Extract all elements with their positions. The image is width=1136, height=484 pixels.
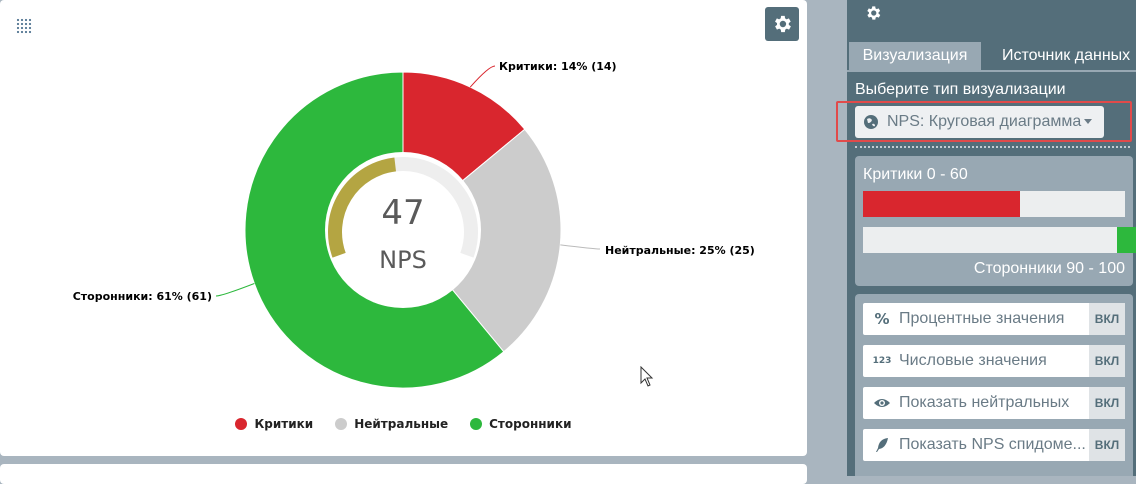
tab-underline [847,70,1136,72]
chart-legend: Критики Нейтральные Сторонники [0,415,807,433]
legend-dot-neutrals [335,418,348,430]
widget-settings-button[interactable] [765,7,799,41]
nps-widget-card: Критики: 14% (14) Нейтральные: 25% (25) Ст… [0,0,807,456]
toggle-label: Процентные значения [899,310,1065,327]
feather-icon [873,437,891,453]
chevron-down-icon [1084,119,1092,124]
gear-icon [775,15,791,33]
tab-visualization[interactable]: Визуализация [849,42,981,70]
panel-tabs: Визуализация Источник данных [847,42,1136,70]
label-leader-line [469,65,496,88]
legend-item-neutrals[interactable]: Нейтральные [335,415,448,433]
legend-label: Критики [254,417,314,431]
percent-icon: % [874,310,890,328]
panel-gutter [819,0,847,476]
legend-dot-critics [235,418,248,430]
drag-grip-icon[interactable] [16,18,32,34]
eye-icon [873,397,891,409]
critics-range-label: Критики 0 - 60 [863,166,968,183]
toggle-percent-values[interactable]: % Процентные значения ВКЛ [863,303,1125,335]
nps-score-value: 47 [381,193,424,233]
mouse-cursor-icon [640,366,654,387]
gear-icon[interactable] [864,4,882,22]
toggle-state[interactable]: ВКЛ [1089,345,1125,377]
slice-data-label: Сторонники: 61% (61) [73,290,212,303]
legend-dot-promoters [470,418,483,430]
critics-range-fill [863,191,1021,217]
critics-range-slider[interactable] [863,191,1125,217]
toggle-show-nps-speedometer[interactable]: Показать NPS спидоме... ВКЛ [863,429,1125,461]
legend-item-critics[interactable]: Критики [235,415,313,433]
toggle-label: Показать NPS спидоме... [899,436,1086,453]
nps-donut-chart: Критики: 14% (14) Нейтральные: 25% (25) Ст… [73,60,755,389]
promoters-range-fill [1116,227,1136,253]
promoters-range-slider[interactable] [863,227,1136,253]
label-leader-line [560,244,601,250]
legend-label: Сторонники [489,417,572,431]
donut-hole [325,152,481,308]
display-options: % Процентные значения ВКЛ 123 Числовые з… [855,294,1133,476]
settings-panel: Визуализация Источник данных Выберите ти… [836,0,1136,476]
nps-gauge-fill [328,157,397,258]
nps-score-label: NPS [379,246,427,274]
legend-label: Нейтральные [354,417,449,431]
globe-icon [864,115,878,129]
toggle-show-neutrals[interactable]: Показать нейтральных ВКЛ [863,387,1125,419]
slice-data-label: Критики: 14% (14) [499,60,617,73]
next-widget-card [0,464,807,484]
tab-data-source[interactable]: Источник данных [1002,47,1131,64]
toggle-state[interactable]: ВКЛ [1089,387,1125,419]
donut-slice[interactable] [402,128,562,353]
visualization-type-value: NPS: Круговая диаграмма [887,113,1082,130]
highlight-outline [836,101,1132,142]
toggle-state[interactable]: ВКЛ [1089,429,1125,461]
toggle-number-values[interactable]: 123 Числовые значения ВКЛ [863,345,1125,377]
legend-item-promoters[interactable]: Сторонники [470,415,572,433]
label-leader-line [215,283,255,297]
visualization-type-select[interactable]: NPS: Круговая диаграмма [855,106,1104,138]
promoters-range-label: Сторонники 90 - 100 [973,260,1125,277]
nps-range-settings: Критики 0 - 60 Сторонники 90 - 100 [855,156,1136,286]
slice-data-label: Нейтральные: 25% (25) [605,244,755,257]
toggle-label: Показать нейтральных [899,394,1070,411]
toggle-state[interactable]: ВКЛ [1089,303,1125,335]
visualization-type-label: Выберите тип визуализации [855,81,1066,98]
numbers-icon: 123 [872,356,892,366]
divider [855,146,1130,148]
toggle-label: Числовые значения [899,352,1047,369]
